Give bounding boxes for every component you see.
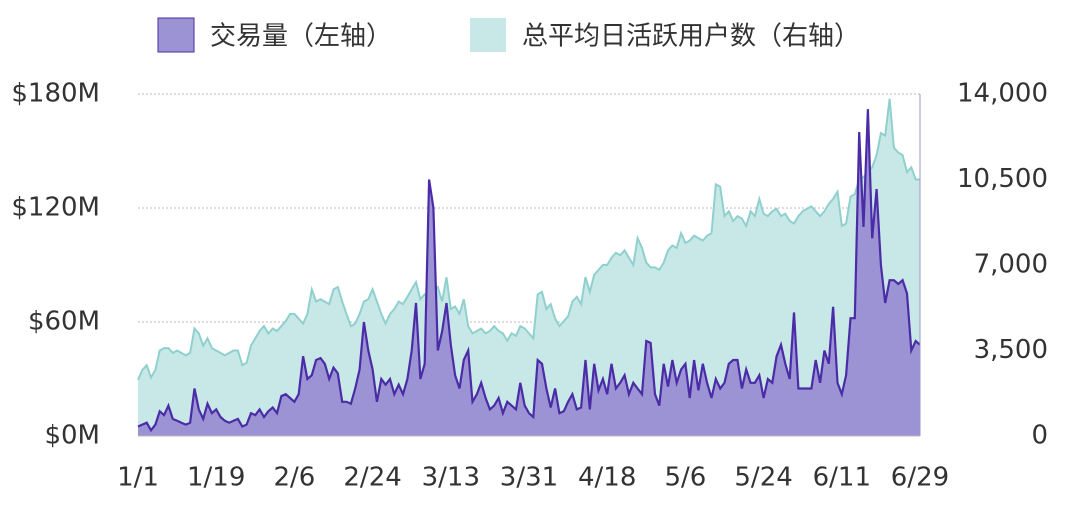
legend-label: 交易量（左轴） [210, 22, 392, 52]
x-tick-label: 5/6 [664, 463, 706, 493]
x-tick-label: 2/24 [343, 463, 401, 493]
x-tick-label: 6/29 [891, 463, 949, 493]
y2-tick-label: 7,000 [974, 250, 1048, 280]
x-tick-label: 3/31 [500, 463, 558, 493]
x-tick-label: 6/11 [813, 463, 871, 493]
y2-tick-label: 0 [1031, 421, 1048, 451]
y-tick-label: $60M [28, 307, 100, 337]
x-tick-label: 4/18 [578, 463, 636, 493]
x-tick-label: 5/24 [734, 463, 792, 493]
x-tick-label: 2/6 [273, 463, 315, 493]
y-tick-label: $180M [11, 79, 100, 109]
legend-swatch [470, 18, 506, 52]
legend-swatch [157, 17, 195, 53]
x-tick-label: 1/1 [117, 463, 159, 493]
y-tick-label: $120M [11, 193, 100, 223]
legend-label: 总平均日活跃用户数（右轴） [522, 22, 860, 52]
area-line [137, 109, 921, 433]
x-tick-label: 1/19 [187, 463, 245, 493]
y2-tick-label: 14,000 [957, 79, 1048, 109]
x-tick-label: 3/13 [422, 463, 480, 493]
y2-tick-label: 10,500 [957, 164, 1048, 194]
area-fill [138, 109, 920, 436]
area-fill [138, 98, 920, 437]
y2-tick-label: 3,500 [974, 335, 1048, 365]
y-tick-label: $0M [44, 421, 100, 451]
area-line [137, 98, 920, 381]
